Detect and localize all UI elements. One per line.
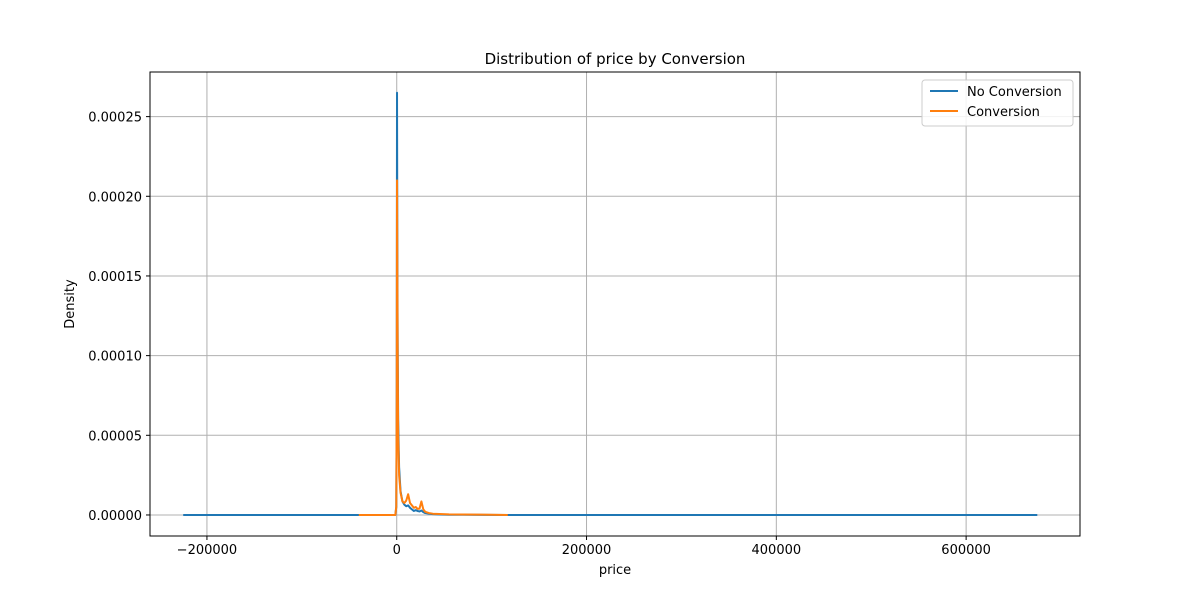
legend-box: [921, 79, 1074, 127]
legend-label-no-conversion: No Conversion: [967, 85, 1062, 100]
x-tick-label: −200000: [177, 543, 238, 558]
x-tick-label: 0: [393, 543, 401, 558]
legend-label-conversion: Conversion: [967, 105, 1040, 120]
x-axis-label: price: [599, 563, 631, 578]
y-tick-label: 0.00025: [88, 111, 142, 126]
x-tick-label: 200000: [562, 543, 612, 558]
x-tick-label: 400000: [752, 543, 802, 558]
axis-ticks: −200000 0 200000 400000 600000 0.00000 0.00005…: [88, 111, 991, 558]
legend: No Conversion Conversion: [921, 79, 1074, 127]
x-tick-label: 600000: [941, 543, 991, 558]
series-lines: [183, 91, 1038, 516]
y-axis-label: Density: [63, 279, 78, 329]
series-line-conversion: [358, 179, 508, 516]
y-tick-label: 0.00020: [88, 190, 142, 205]
y-tick-label: 0.00015: [88, 270, 142, 285]
plot-frame: [149, 71, 1081, 537]
chart-title: Distribution of price by Conversion: [485, 50, 746, 68]
y-tick-label: 0.00005: [88, 429, 142, 444]
y-tick-label: 0.00010: [88, 350, 142, 365]
y-tick-label: 0.00000: [88, 509, 142, 524]
